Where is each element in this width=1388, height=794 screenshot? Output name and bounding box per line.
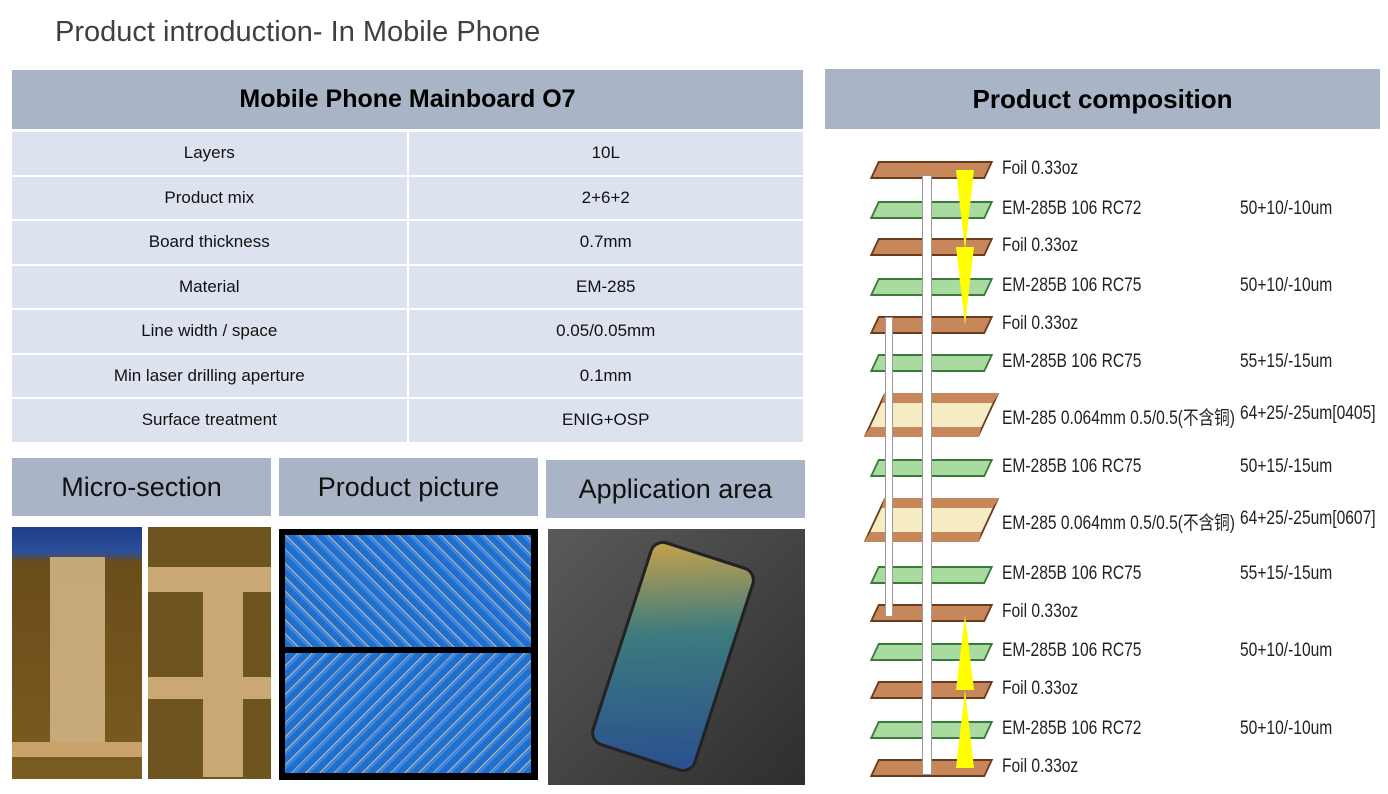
micro-section-image-2 <box>148 527 271 779</box>
buried-via <box>885 317 893 617</box>
spec-label: Surface treatment <box>12 399 409 442</box>
layer-thickness: 50+15/-15um <box>1240 456 1333 477</box>
spec-value: EM-285 <box>408 265 803 308</box>
layer-thickness: 50+10/-10um <box>1240 198 1333 219</box>
spec-row: Material EM-285 <box>12 265 803 310</box>
laser-via <box>956 690 974 768</box>
layer-label: Foil 0.33oz <box>1002 235 1079 256</box>
spec-label: Material <box>12 265 409 308</box>
layer-thickness: 50+10/-10um <box>1240 275 1333 296</box>
layer-thickness: 55+15/-15um <box>1240 563 1333 584</box>
composition-heading: Product composition <box>825 69 1380 129</box>
through-hole-via <box>922 175 932 775</box>
spec-value: 0.05/0.05mm <box>408 310 803 353</box>
layer-label: EM-285B 106 RC75 <box>1002 640 1142 661</box>
spec-table-heading: Mobile Phone Mainboard O7 <box>12 70 803 132</box>
slide-title: Product introduction- In Mobile Phone <box>55 16 541 48</box>
spec-row: Surface treatment ENIG+OSP <box>12 399 803 444</box>
product-picture-image <box>279 529 538 780</box>
micro-section-header: Micro-section <box>12 458 271 516</box>
laser-via <box>956 170 974 250</box>
layer-label: Foil 0.33oz <box>1002 678 1079 699</box>
layer-label: EM-285B 106 RC75 <box>1002 275 1142 296</box>
stackup-diagram: Foil 0.33oz EM-285B 106 RC72 50+10/-10um Fo… <box>860 145 1380 790</box>
product-picture-header: Product picture <box>279 458 538 516</box>
spec-label: Layers <box>12 132 409 175</box>
application-area-header: Application area <box>546 460 805 518</box>
spec-label: Line width / space <box>12 310 409 353</box>
spec-row: Line width / space 0.05/0.05mm <box>12 310 803 355</box>
spec-table: Mobile Phone Mainboard O7 Layers 10L Produ… <box>12 70 803 444</box>
spec-row: Min laser drilling aperture 0.1mm <box>12 354 803 399</box>
spec-label: Min laser drilling aperture <box>12 354 409 397</box>
layer-label: Foil 0.33oz <box>1002 601 1079 622</box>
layer-label: EM-285 0.064mm 0.5/0.5(不含铜) <box>1002 513 1235 534</box>
spec-value: ENIG+OSP <box>408 399 803 442</box>
spec-row: Product mix 2+6+2 <box>12 176 803 221</box>
spec-row: Board thickness 0.7mm <box>12 221 803 266</box>
layer-label: Foil 0.33oz <box>1002 313 1079 334</box>
layer-thickness: 50+10/-10um <box>1240 718 1333 739</box>
laser-via <box>956 615 974 690</box>
spec-value: 0.1mm <box>408 354 803 397</box>
application-area-image <box>548 529 805 785</box>
spec-label: Board thickness <box>12 221 409 264</box>
layer-label: EM-285B 106 RC72 <box>1002 718 1142 739</box>
micro-section-image-1 <box>12 527 142 779</box>
layer-label: Foil 0.33oz <box>1002 756 1079 777</box>
spec-value: 10L <box>408 132 803 175</box>
layer-thickness: 64+25/-25um[0405] <box>1240 403 1376 424</box>
layer-thickness: 50+10/-10um <box>1240 640 1333 661</box>
layer-label: EM-285B 106 RC75 <box>1002 456 1142 477</box>
laser-via <box>956 247 974 325</box>
layer-thickness: 55+15/-15um <box>1240 351 1333 372</box>
layer-label: EM-285B 106 RC72 <box>1002 198 1142 219</box>
spec-row: Layers 10L <box>12 132 803 177</box>
layer-label: EM-285B 106 RC75 <box>1002 563 1142 584</box>
layer-label: Foil 0.33oz <box>1002 158 1079 179</box>
spec-label: Product mix <box>12 176 409 219</box>
spec-value: 0.7mm <box>408 221 803 264</box>
layer-label: EM-285 0.064mm 0.5/0.5(不含铜) <box>1002 408 1235 429</box>
layer-label: EM-285B 106 RC75 <box>1002 351 1142 372</box>
layer-thickness: 64+25/-25um[0607] <box>1240 508 1376 529</box>
spec-value: 2+6+2 <box>408 176 803 219</box>
